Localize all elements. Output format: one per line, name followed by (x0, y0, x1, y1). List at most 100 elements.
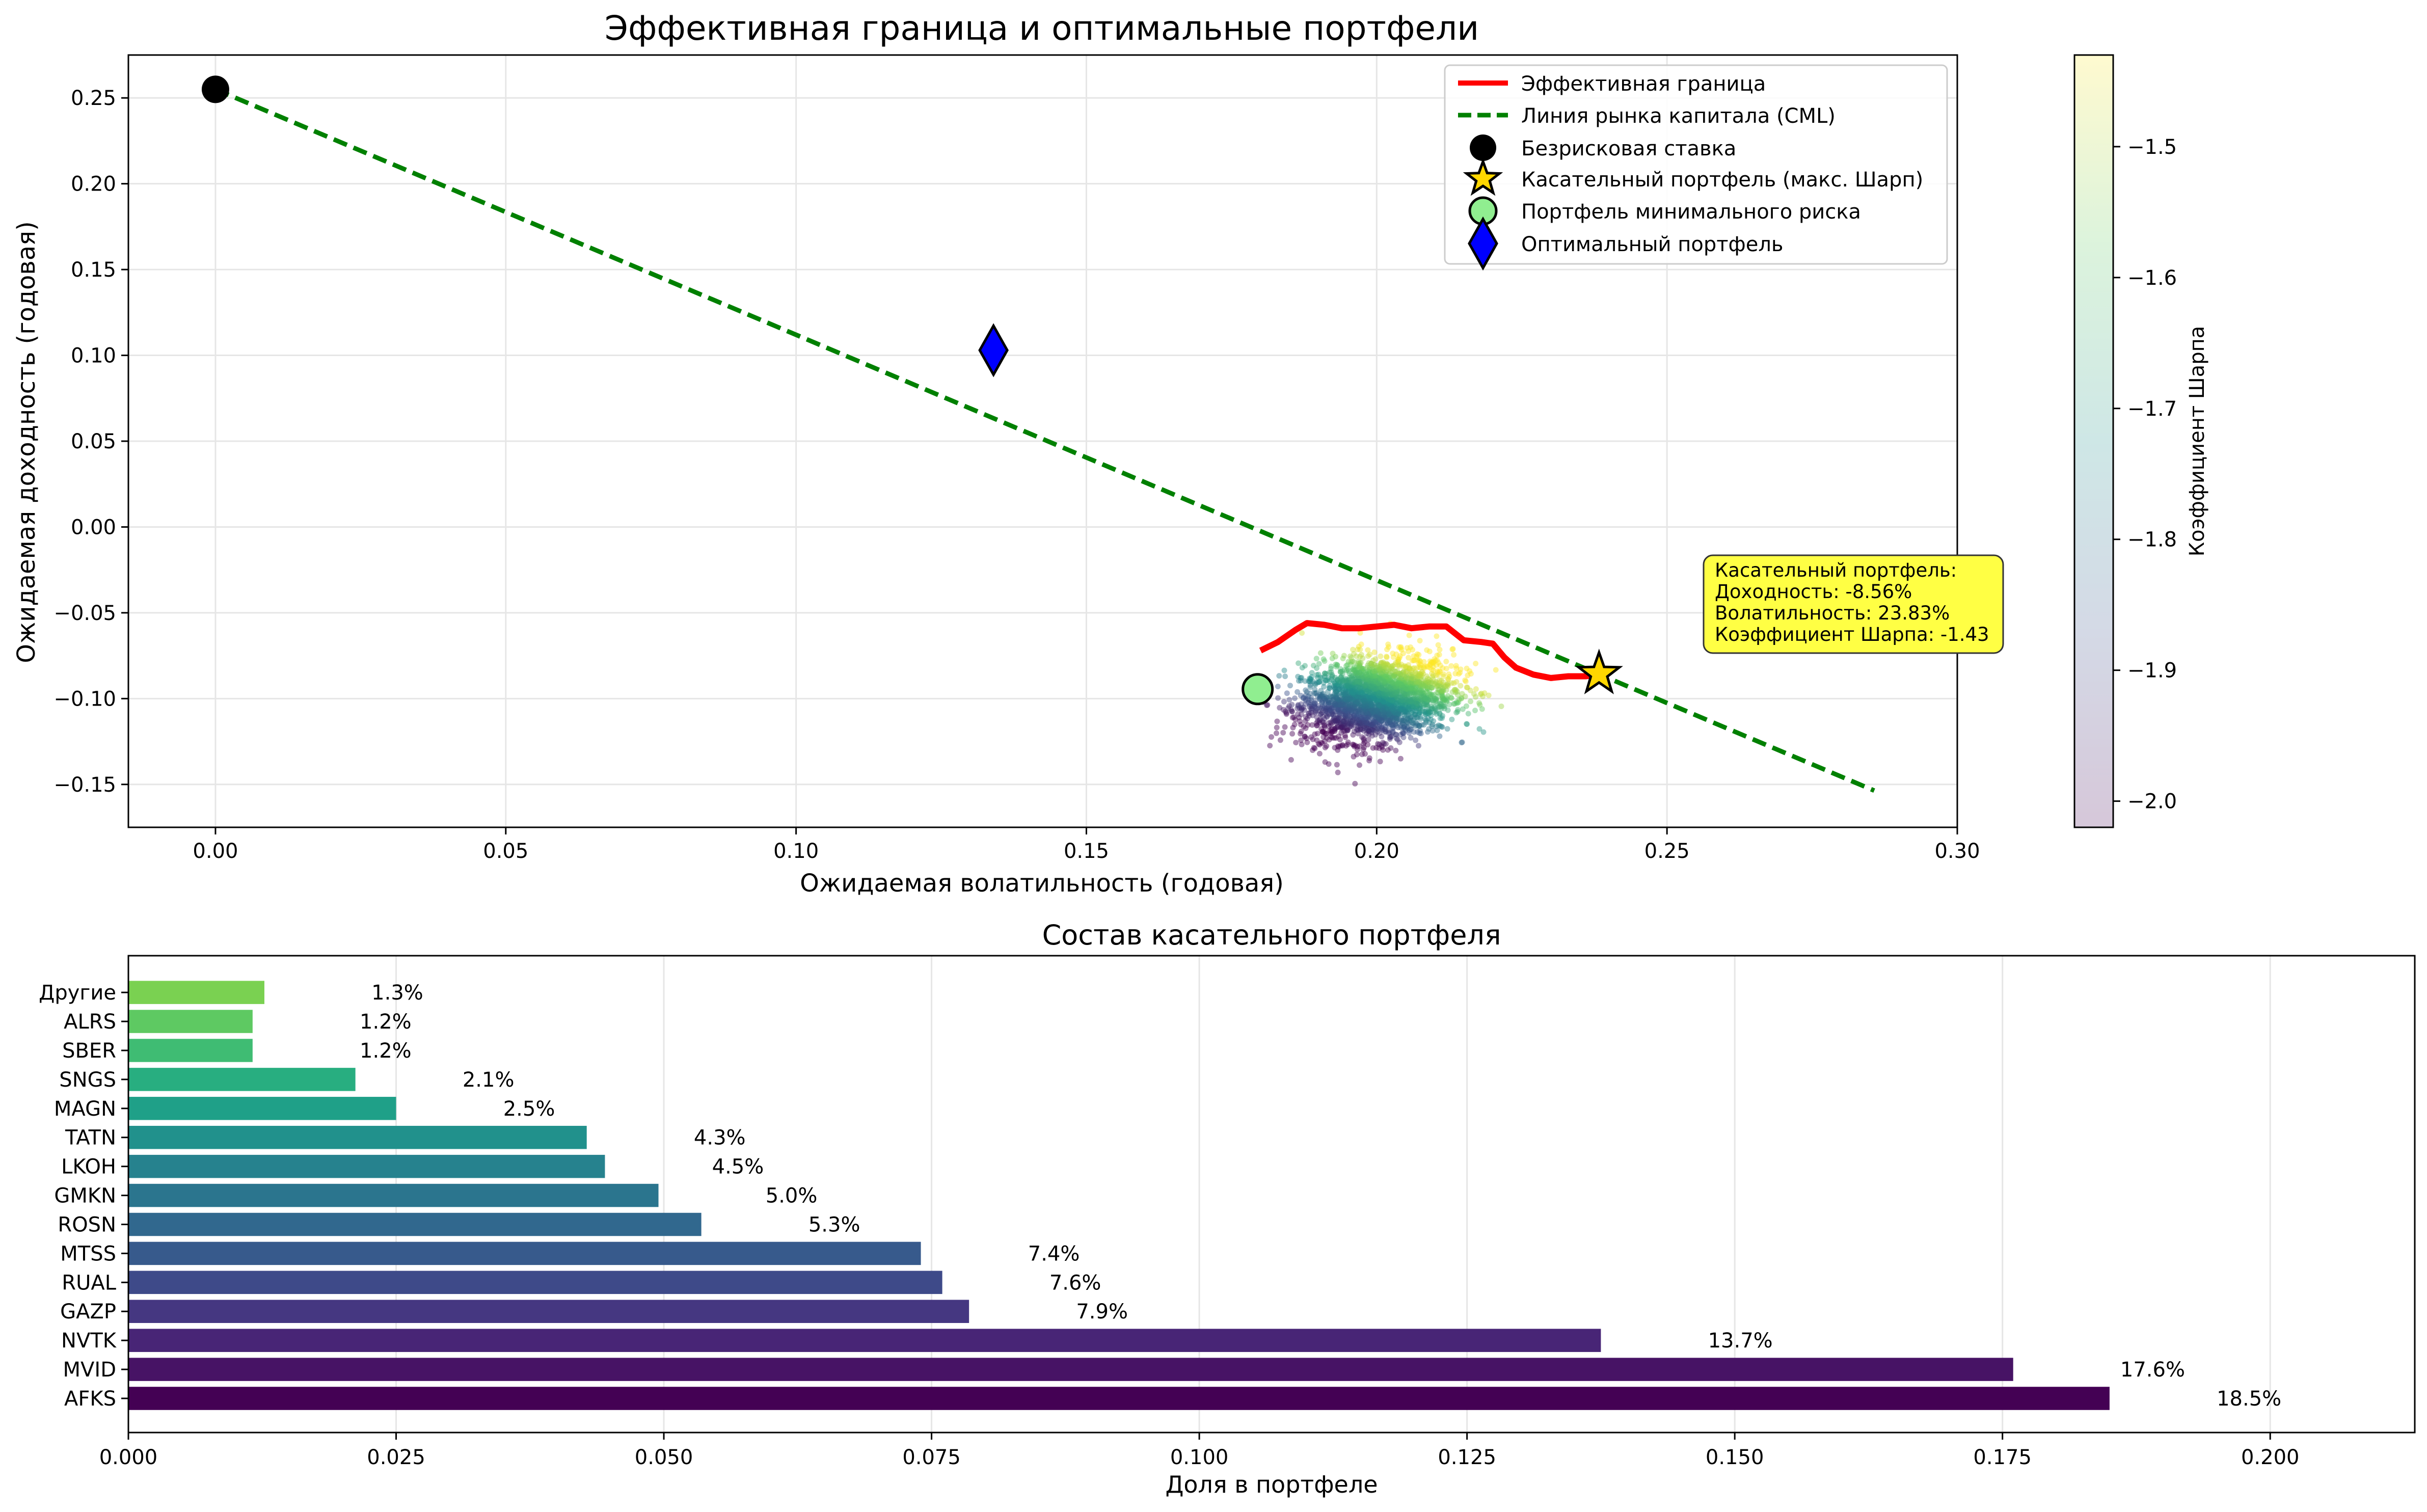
portfolio-point (1411, 707, 1417, 713)
portfolio-point (1373, 709, 1379, 715)
portfolio-point (1369, 663, 1375, 669)
portfolio-point (1399, 730, 1406, 736)
portfolio-point (1380, 694, 1386, 700)
portfolio-point (1351, 676, 1357, 682)
portfolio-point (1332, 717, 1338, 723)
portfolio-point (1394, 713, 1400, 719)
portfolio-point (1397, 694, 1404, 700)
portfolio-point (1392, 671, 1398, 678)
portfolio-point (1387, 735, 1393, 740)
portfolio-point (1358, 688, 1364, 694)
portfolio-point (1399, 720, 1406, 726)
portfolio-point (1480, 693, 1486, 699)
portfolio-point (1440, 713, 1445, 719)
portfolio-point (1392, 721, 1398, 727)
portfolio-point (1356, 678, 1362, 684)
portfolio-point (1413, 679, 1419, 684)
portfolio-point (1389, 708, 1395, 714)
portfolio-point (1407, 689, 1413, 694)
portfolio-point (1391, 705, 1397, 711)
portfolio-point (1350, 695, 1356, 700)
portfolio-point (1306, 711, 1312, 716)
portfolio-point (1315, 703, 1322, 709)
portfolio-point (1369, 684, 1375, 690)
frontier-y-tick-label: 0.25 (71, 87, 116, 110)
portfolio-point (1354, 726, 1360, 732)
annotation-line-2: Доходность: -8.56% (1715, 581, 1912, 603)
portfolio-point (1302, 718, 1308, 724)
portfolio-point (1407, 690, 1413, 696)
portfolio-point (1385, 698, 1391, 704)
frontier-chart-title: Эффективная граница и оптимальные портфе… (605, 9, 1479, 48)
portfolio-point (1422, 711, 1428, 717)
portfolio-point (1438, 682, 1444, 688)
portfolio-point (1395, 703, 1401, 708)
portfolio-point (1374, 682, 1380, 688)
portfolio-point (1375, 699, 1381, 706)
portfolio-point (1398, 703, 1404, 709)
portfolio-point (1389, 697, 1395, 704)
portfolio-point (1352, 691, 1358, 697)
portfolio-point (1330, 694, 1336, 699)
portfolio-point (1389, 708, 1395, 714)
portfolio-point (1354, 669, 1360, 676)
portfolio-point (1355, 688, 1361, 694)
portfolio-point (1356, 643, 1362, 650)
portfolio-point (1377, 690, 1383, 696)
portfolio-point (1373, 677, 1379, 683)
portfolio-point (1354, 717, 1360, 723)
portfolio-point (1340, 728, 1346, 734)
portfolio-point (1339, 668, 1345, 674)
portfolio-point (1383, 679, 1389, 685)
portfolio-point (1479, 706, 1485, 712)
portfolio-point (1289, 715, 1296, 721)
portfolio-point (1350, 689, 1356, 695)
portfolio-point (1328, 669, 1334, 675)
portfolio-point (1428, 660, 1434, 666)
portfolio-point (1357, 726, 1363, 732)
portfolio-point (1381, 699, 1387, 705)
portfolio-point (1316, 742, 1323, 748)
portfolio-point (1336, 711, 1342, 717)
portfolio-point (1343, 687, 1349, 693)
portfolio-point (1356, 709, 1362, 715)
portfolio-point (1364, 701, 1370, 707)
portfolio-point (1361, 719, 1367, 725)
portfolio-point (1362, 693, 1368, 699)
portfolio-point (1471, 691, 1477, 697)
portfolio-point (1426, 720, 1432, 725)
portfolio-point (1313, 708, 1319, 714)
portfolio-point (1388, 692, 1394, 698)
portfolio-point (1386, 679, 1392, 684)
portfolio-point (1424, 647, 1430, 653)
composition-bar (128, 1241, 921, 1265)
portfolio-point (1337, 710, 1343, 716)
portfolio-point (1380, 727, 1386, 733)
portfolio-point (1322, 716, 1328, 722)
portfolio-point (1393, 700, 1399, 707)
optimal-portfolio-marker (978, 323, 1009, 377)
portfolio-point (1367, 679, 1373, 685)
portfolio-point (1336, 744, 1342, 750)
portfolio-point (1354, 699, 1360, 705)
portfolio-point (1329, 711, 1335, 717)
portfolio-point (1366, 714, 1372, 720)
portfolio-point (1379, 674, 1385, 680)
portfolio-point (1369, 666, 1376, 672)
portfolio-point (1362, 697, 1368, 704)
portfolio-point (1324, 714, 1330, 720)
portfolio-point (1337, 696, 1342, 703)
portfolio-point (1391, 696, 1397, 703)
portfolio-point (1400, 685, 1407, 691)
portfolio-point (1408, 679, 1414, 685)
portfolio-point (1382, 693, 1388, 699)
portfolio-point (1414, 714, 1420, 720)
portfolio-point (1345, 721, 1351, 727)
portfolio-point (1422, 695, 1428, 701)
portfolio-point (1360, 690, 1365, 696)
portfolio-point (1423, 709, 1429, 715)
portfolio-point (1376, 690, 1382, 696)
portfolio-point (1289, 709, 1296, 715)
portfolio-point (1358, 714, 1364, 720)
portfolio-point (1358, 672, 1364, 679)
